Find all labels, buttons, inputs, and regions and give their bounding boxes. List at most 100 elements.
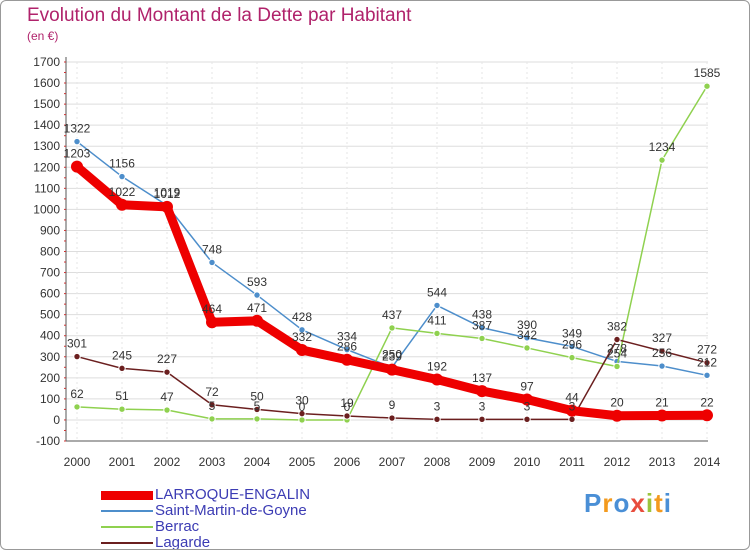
x-tick-label: 2010	[514, 455, 541, 469]
data-point-Berrac	[73, 403, 81, 411]
data-label-Saint-Martin-de-Goyne: 1156	[109, 157, 135, 171]
data-point-Berrac	[613, 362, 621, 371]
y-tick-label: 100	[40, 392, 60, 406]
data-label-Lagarde: 3	[479, 399, 486, 413]
data-point-Saint-Martin-de-Goyne	[703, 371, 711, 380]
data-label-LARROQUE-ENGALIN: 471	[247, 301, 267, 315]
data-point-Berrac	[703, 82, 711, 90]
brand-letter: t	[654, 488, 664, 518]
data-point-Berrac	[298, 416, 306, 424]
x-tick-label: 2009	[469, 455, 496, 469]
data-label-LARROQUE-ENGALIN: 44	[565, 391, 579, 405]
data-label-Saint-Martin-de-Goyne: 256	[652, 346, 672, 360]
data-label-Berrac: 296	[562, 338, 582, 352]
data-label-Berrac: 5	[209, 399, 216, 413]
data-point-Saint-Martin-de-Goyne	[343, 345, 351, 354]
data-point-Lagarde	[703, 358, 711, 367]
data-point-LARROQUE-ENGALIN	[476, 385, 488, 398]
data-label-Saint-Martin-de-Goyne: 748	[202, 242, 222, 256]
data-label-LARROQUE-ENGALIN: 97	[520, 380, 534, 394]
y-tick-label: 400	[40, 329, 60, 343]
y-tick-label: 1700	[33, 55, 60, 69]
data-point-LARROQUE-ENGALIN	[566, 404, 578, 417]
data-point-LARROQUE-ENGALIN	[251, 314, 263, 327]
y-tick-label: 700	[40, 266, 60, 280]
brand-logo: Proxiti	[584, 488, 672, 519]
data-label-LARROQUE-ENGALIN: 1012	[154, 187, 181, 201]
data-point-LARROQUE-ENGALIN	[296, 344, 308, 357]
data-label-LARROQUE-ENGALIN: 137	[472, 371, 492, 385]
data-label-Berrac: 0	[299, 400, 306, 414]
data-label-Lagarde: 272	[697, 343, 717, 357]
data-label-Saint-Martin-de-Goyne: 349	[562, 326, 582, 340]
legend-label: LARROQUE-ENGALIN	[155, 486, 311, 503]
data-point-Lagarde	[253, 405, 261, 414]
data-point-Saint-Martin-de-Goyne	[118, 172, 126, 181]
data-label-LARROQUE-ENGALIN: 1022	[109, 185, 136, 199]
data-label-Saint-Martin-de-Goyne: 250	[382, 347, 402, 361]
data-point-Saint-Martin-de-Goyne	[298, 326, 306, 334]
x-tick-label: 2011	[559, 455, 585, 469]
data-point-Saint-Martin-de-Goyne	[523, 334, 531, 342]
data-label-Saint-Martin-de-Goyne: 390	[517, 318, 537, 332]
data-label-LARROQUE-ENGALIN: 464	[202, 302, 222, 316]
y-tick-label: 300	[40, 350, 60, 364]
x-tick-label: 2012	[604, 455, 631, 469]
data-point-Berrac	[658, 156, 666, 164]
data-label-LARROQUE-ENGALIN: 20	[610, 396, 624, 410]
data-point-LARROQUE-ENGALIN	[431, 373, 443, 386]
data-point-Berrac	[208, 415, 216, 423]
data-point-Berrac	[568, 353, 576, 362]
data-label-Lagarde: 245	[112, 348, 132, 362]
y-tick-label: 1400	[33, 118, 60, 132]
x-tick-label: 2001	[109, 455, 136, 469]
axes: -100010020030040050060070080090010001100…	[33, 55, 720, 469]
y-tick-label: 800	[40, 245, 60, 259]
data-point-Lagarde	[118, 364, 126, 373]
data-point-Lagarde	[523, 415, 531, 424]
data-label-Saint-Martin-de-Goyne: 1019	[154, 185, 181, 199]
data-label-LARROQUE-ENGALIN: 286	[337, 340, 357, 354]
brand-letter: r	[602, 488, 614, 518]
data-label-Saint-Martin-de-Goyne: 428	[292, 310, 312, 324]
brand-letter: P	[584, 488, 603, 518]
data-point-Saint-Martin-de-Goyne	[568, 342, 576, 351]
y-tick-label: 1000	[33, 202, 60, 216]
legend-swatch	[101, 526, 153, 528]
data-point-Lagarde	[208, 401, 216, 409]
x-tick-label: 2013	[649, 455, 676, 469]
data-label-Berrac: 387	[472, 318, 492, 332]
data-point-Saint-Martin-de-Goyne	[253, 291, 261, 299]
data-label-Berrac: 1234	[649, 140, 676, 154]
data-point-Lagarde	[343, 412, 351, 420]
data-label-Berrac: 5	[254, 399, 261, 413]
data-label-Lagarde: 3	[569, 399, 576, 413]
legend-swatch	[101, 490, 153, 500]
x-tick-label: 2002	[154, 455, 181, 469]
y-tick-label: -100	[36, 434, 60, 448]
data-label-Saint-Martin-de-Goyne: 278	[607, 341, 627, 355]
data-point-LARROQUE-ENGALIN	[611, 409, 623, 422]
x-tick-label: 2005	[289, 455, 316, 469]
data-point-Berrac	[163, 406, 171, 414]
data-label-Lagarde: 19	[340, 396, 354, 410]
data-label-Berrac: 47	[160, 390, 174, 404]
data-point-Lagarde	[163, 368, 171, 376]
y-tick-label: 900	[40, 223, 60, 237]
data-label-LARROQUE-ENGALIN: 22	[700, 395, 714, 409]
data-label-Berrac: 0	[344, 400, 351, 414]
series-layer	[71, 82, 713, 424]
data-label-Saint-Martin-de-Goyne: 334	[337, 330, 357, 344]
data-point-Berrac	[478, 334, 486, 343]
x-tick-label: 2014	[694, 455, 721, 469]
data-point-LARROQUE-ENGALIN	[71, 160, 83, 173]
legend-label: Saint-Martin-de-Goyne	[155, 502, 307, 519]
data-point-Lagarde	[568, 415, 576, 424]
grid	[66, 61, 708, 442]
data-point-Lagarde	[298, 409, 306, 418]
data-label-LARROQUE-ENGALIN: 239	[382, 350, 402, 364]
data-point-Lagarde	[73, 352, 81, 361]
data-point-Lagarde	[658, 347, 666, 355]
data-point-Lagarde	[613, 335, 621, 344]
data-label-Lagarde: 327	[652, 331, 672, 345]
